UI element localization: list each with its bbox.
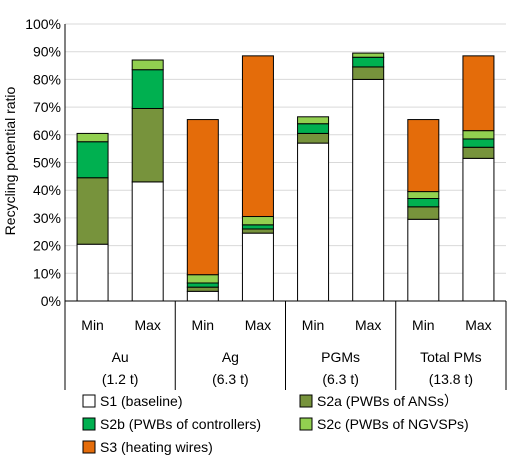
bar-segment xyxy=(352,66,385,80)
y-tick-label: 70% xyxy=(33,99,61,115)
bar-segment xyxy=(352,56,385,68)
y-tick-label: 80% xyxy=(33,71,61,87)
y-axis-title: Recycling potential ratio xyxy=(2,86,18,235)
label-layer: 0% 10% 20% 30% 40% 50% 60% 70% 80% 90% 100% Min Max M… xyxy=(25,16,491,387)
bar-segment xyxy=(131,59,164,71)
legend-label: S1 (baseline) xyxy=(100,393,183,409)
bar-segment xyxy=(186,290,219,302)
group-amount-label: (6.3 t) xyxy=(212,371,249,387)
group-label: Au xyxy=(112,349,129,365)
bar-segment xyxy=(462,138,495,148)
y-tick-label: 50% xyxy=(33,155,61,171)
x-tick-label: Max xyxy=(245,317,271,333)
group-label: PGMs xyxy=(321,349,360,365)
bar-segment xyxy=(76,177,109,245)
legend-label: S2a (PWBs of ANSs） xyxy=(317,393,458,409)
bar-layer xyxy=(76,52,495,302)
grid-layer xyxy=(65,23,506,302)
y-tick-label: 10% xyxy=(33,265,61,281)
bar-segment xyxy=(186,282,219,288)
bar-segment xyxy=(297,116,330,125)
legend-label: S3 (heating wires) xyxy=(100,439,213,455)
bar-segment xyxy=(131,181,164,302)
bar-segment xyxy=(462,55,495,132)
bar-segment xyxy=(407,206,440,220)
bar-segment xyxy=(462,130,495,140)
y-tick-label: 90% xyxy=(33,44,61,60)
legend-swatch xyxy=(299,394,313,408)
legend-layer: S1 (baseline) S2a (PWBs of ANSs） S2b (PWBs… xyxy=(82,393,469,455)
bar-segment xyxy=(186,274,219,284)
legend-label: S2b (PWBs of controllers) xyxy=(100,416,261,432)
bar-segment xyxy=(297,132,330,144)
bar-segment xyxy=(407,218,440,302)
bar-segment xyxy=(462,146,495,159)
group-amount-label: (6.3 t) xyxy=(322,371,359,387)
bar-segment xyxy=(76,141,109,179)
bar-segment xyxy=(186,119,219,276)
group-label: Total PMs xyxy=(420,349,481,365)
y-tick-label: 20% xyxy=(33,238,61,254)
y-tick-label: 30% xyxy=(33,210,61,226)
bar-segment xyxy=(407,191,440,200)
legend-swatch xyxy=(299,417,313,431)
x-tick-label: Max xyxy=(465,317,491,333)
x-tick-label: Min xyxy=(81,317,104,333)
x-tick-label: Max xyxy=(355,317,381,333)
bar-segment xyxy=(241,224,274,230)
legend-swatch xyxy=(82,440,96,454)
legend-label: S2c (PWBs of NGVSPs) xyxy=(317,416,469,432)
y-tick-label: 40% xyxy=(33,182,61,198)
bar-segment xyxy=(297,123,330,134)
y-tick-label: 0% xyxy=(41,293,61,309)
y-tick-label: 60% xyxy=(33,127,61,143)
bar-segment xyxy=(462,157,495,302)
bar-segment xyxy=(131,107,164,183)
bar-segment xyxy=(241,232,274,302)
group-label: Ag xyxy=(222,349,239,365)
axis-layer xyxy=(64,24,507,390)
bar-segment xyxy=(241,228,274,234)
x-tick-label: Min xyxy=(412,317,435,333)
bar-segment xyxy=(131,69,164,109)
group-amount-label: (13.8 t) xyxy=(429,371,473,387)
bar-segment xyxy=(76,132,109,143)
bar-segment xyxy=(352,78,385,302)
bar-segment xyxy=(407,198,440,208)
legend-swatch xyxy=(82,394,96,408)
bar-segment xyxy=(76,243,109,302)
group-amount-label: (1.2 t) xyxy=(102,371,139,387)
legend-swatch xyxy=(82,417,96,431)
bar-segment xyxy=(241,55,274,218)
bar-segment xyxy=(186,286,219,292)
bar-segment xyxy=(297,142,330,302)
bar-segment xyxy=(241,216,274,226)
bar-segment xyxy=(407,119,440,193)
bar-segment xyxy=(352,52,385,58)
x-tick-label: Min xyxy=(192,317,215,333)
x-tick-label: Max xyxy=(134,317,160,333)
x-tick-label: Min xyxy=(302,317,325,333)
y-tick-label: 100% xyxy=(25,16,61,32)
